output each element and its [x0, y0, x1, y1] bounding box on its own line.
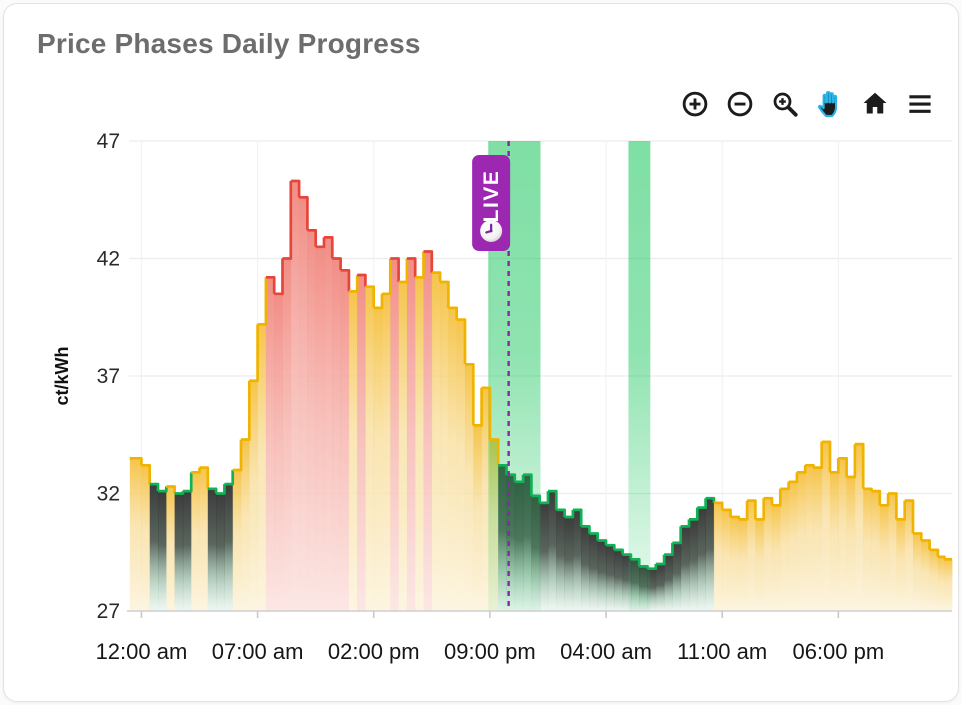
menu-button[interactable]: [902, 86, 938, 122]
chart-toolbar: [677, 86, 938, 122]
x-tick-label: 07:00 am: [212, 639, 304, 664]
reset-view-button[interactable]: [857, 86, 893, 122]
y-axis: 27 32 37 42 47 ct/kWh: [52, 130, 120, 623]
x-tick-label: 09:00 pm: [444, 639, 536, 664]
box-zoom-button[interactable]: [767, 86, 803, 122]
hand-icon: [818, 91, 838, 117]
x-tick-label: 12:00 am: [96, 639, 188, 664]
price-area-fills: [129, 180, 953, 612]
y-tick-label: 47: [97, 130, 120, 153]
hamburger-icon: [909, 95, 931, 113]
y-tick-label: 27: [97, 600, 120, 623]
y-axis-title: ct/kWh: [52, 346, 72, 405]
zoom-in-button[interactable]: [677, 86, 713, 122]
y-tick-label: 37: [97, 365, 120, 388]
x-tick-label: 04:00 am: [560, 639, 652, 664]
zoom-out-button[interactable]: [722, 86, 758, 122]
x-tick-label: 06:00 pm: [792, 639, 884, 664]
minus-circle-icon: [727, 91, 753, 117]
y-tick-label: 42: [97, 248, 120, 271]
chart-title: Price Phases Daily Progress: [37, 28, 421, 59]
plus-circle-icon: [682, 91, 708, 117]
price-phases-chart[interactable]: 12:00 am 07:00 am 02:00 pm 09:00 pm 04:00 am…: [4, 4, 959, 702]
cheap-window-bands: [488, 141, 651, 611]
live-label: LIVE: [480, 170, 503, 223]
x-tick-label: 02:00 pm: [328, 639, 420, 664]
price-chart-card: Price Phases Daily Progress 12:00 am 07:0…: [3, 3, 959, 702]
pan-button[interactable]: [812, 86, 848, 122]
magnifier-plus-icon: [773, 92, 798, 117]
price-step-line: [129, 179, 952, 571]
home-icon: [863, 92, 887, 114]
x-axis: 12:00 am 07:00 am 02:00 pm 09:00 pm 04:00 am…: [96, 610, 952, 664]
y-tick-label: 32: [97, 483, 120, 506]
live-badge: LIVE: [472, 155, 511, 251]
x-tick-label: 11:00 am: [677, 639, 767, 664]
